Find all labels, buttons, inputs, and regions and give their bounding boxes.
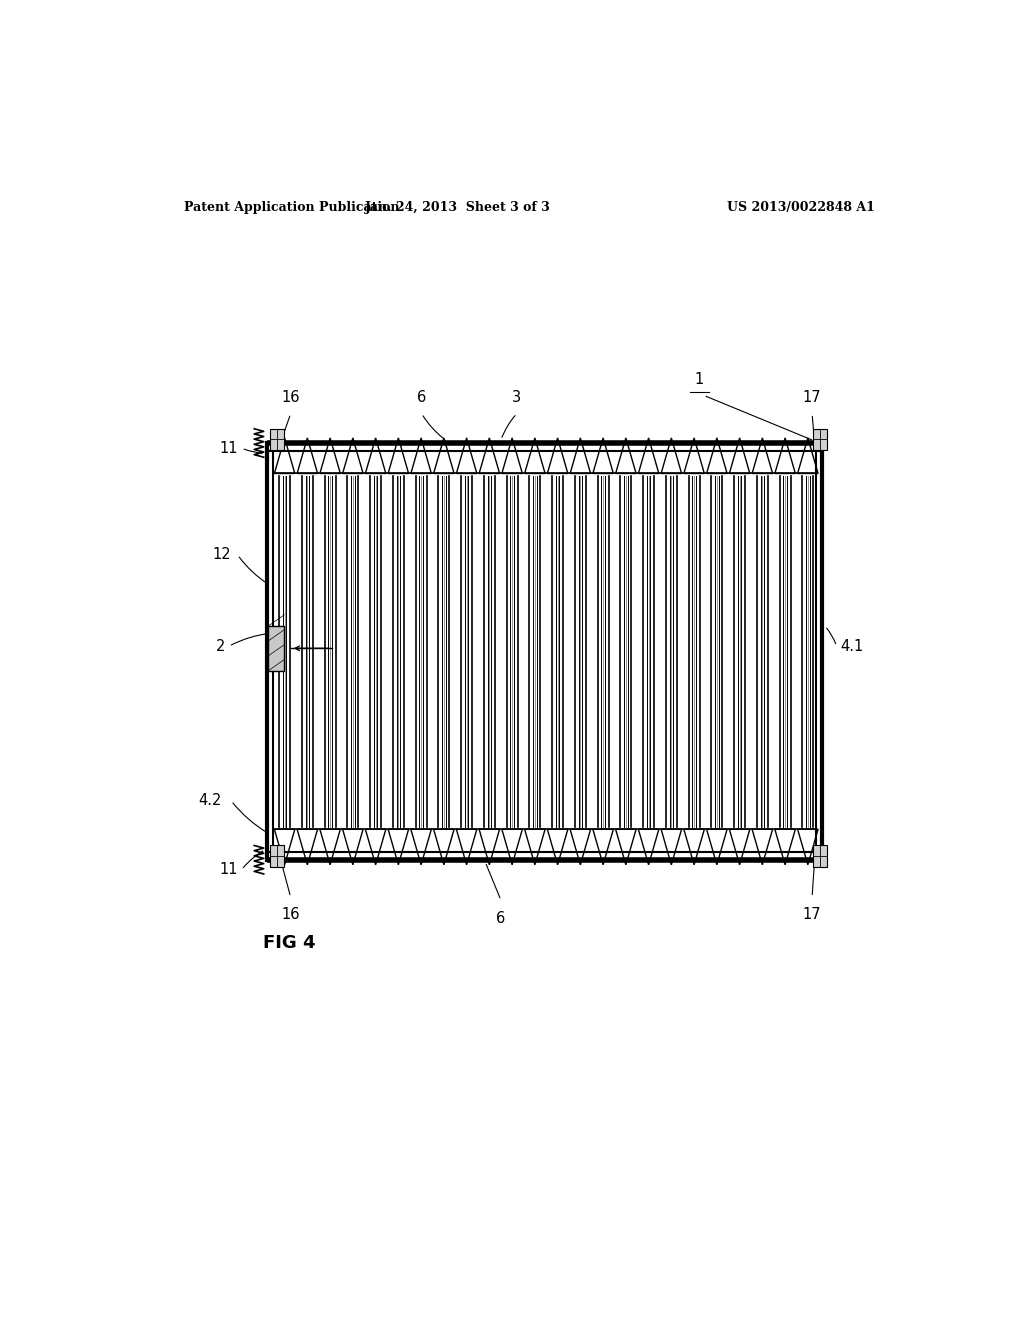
- Text: FIG 4: FIG 4: [263, 935, 315, 952]
- Text: 6: 6: [497, 911, 506, 925]
- Text: 4.2: 4.2: [199, 793, 221, 808]
- Bar: [813, 846, 827, 867]
- Text: 1: 1: [694, 372, 705, 387]
- Bar: [268, 626, 285, 671]
- Bar: [270, 846, 285, 867]
- Text: 11: 11: [219, 441, 238, 455]
- Text: 12: 12: [213, 548, 231, 562]
- Text: 17: 17: [803, 907, 821, 923]
- Text: 4.1: 4.1: [841, 639, 864, 653]
- Bar: [813, 429, 827, 450]
- Text: 11: 11: [219, 862, 238, 878]
- Text: Patent Application Publication: Patent Application Publication: [183, 201, 399, 214]
- Bar: [270, 429, 285, 450]
- Text: US 2013/0022848 A1: US 2013/0022848 A1: [727, 201, 876, 214]
- Text: 16: 16: [282, 907, 300, 923]
- Text: 3: 3: [512, 391, 521, 405]
- Text: 2: 2: [215, 639, 225, 653]
- Text: 17: 17: [803, 391, 821, 405]
- Text: 16: 16: [282, 391, 300, 405]
- Text: Jan. 24, 2013  Sheet 3 of 3: Jan. 24, 2013 Sheet 3 of 3: [365, 201, 550, 214]
- Text: 6: 6: [417, 391, 426, 405]
